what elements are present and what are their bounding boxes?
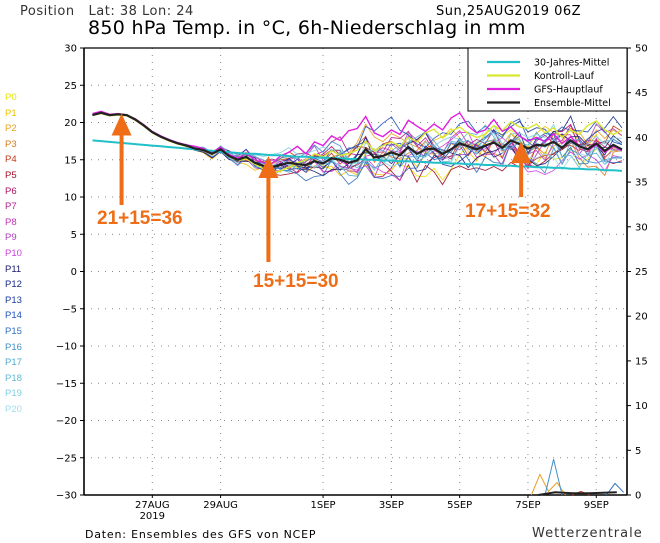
y-tick-label-right: 45 <box>635 88 648 99</box>
member-label-p10: P10 <box>5 248 22 259</box>
y-tick-label-left: −5 <box>62 304 77 315</box>
x-tick-label: 9SEP <box>584 500 609 511</box>
precip-line-ensemble-mittel <box>538 491 617 496</box>
member-label-p5: P5 <box>5 170 17 181</box>
member-label-p8: P8 <box>5 216 17 228</box>
run-date: Sun,25AUG2019 06Z <box>436 4 582 19</box>
member-label-p0: P0 <box>5 92 17 103</box>
x-tick-label: 7SEP <box>515 500 540 511</box>
member-label-p16: P16 <box>5 341 22 353</box>
precip-line-p15 <box>606 482 624 496</box>
member-label-p3: P3 <box>5 138 17 150</box>
legend-label: Ensemble-Mittel <box>534 98 611 109</box>
member-label-p20: P20 <box>5 404 22 415</box>
x-tick-sublabel: 2019 <box>140 511 165 522</box>
member-label-p2: P2 <box>5 123 17 135</box>
x-tick-label: 3SEP <box>379 500 404 511</box>
y-tick-label-right: 20 <box>635 312 648 323</box>
annotation-label: 17+15=32 <box>465 201 551 222</box>
y-tick-label-left: −15 <box>56 379 77 390</box>
y-tick-label-left: −25 <box>56 453 77 464</box>
member-label-p11: P11 <box>5 263 22 275</box>
annotation-label: 15+15=30 <box>253 271 339 292</box>
position-header: Position Lat: 38 Lon: 24 <box>20 4 194 19</box>
data-source: Daten: Ensembles des GFS von NCEP <box>85 528 317 541</box>
y-tick-label-right: 25 <box>635 267 648 278</box>
lat-lon: Lat: 38 Lon: 24 <box>88 4 194 19</box>
y-tick-label-left: 15 <box>64 155 77 166</box>
position-label: Position <box>20 4 75 19</box>
member-label-p9: P9 <box>5 232 17 244</box>
legend-label: Kontroll-Lauf <box>534 71 595 82</box>
y-tick-label-right: 10 <box>635 401 648 412</box>
y-tick-label-left: 10 <box>64 193 77 204</box>
member-label-p15: P15 <box>5 326 22 337</box>
chart-title: 850 hPa Temp. in °C, 6h-Niederschlag in … <box>88 17 526 39</box>
member-label-p12: P12 <box>5 279 22 291</box>
legend-box <box>467 47 628 112</box>
y-tick-label-right: 30 <box>635 222 648 233</box>
annotation-arrow-head <box>258 156 279 179</box>
x-tick-label: 29AUG <box>203 500 238 511</box>
x-tick-label: 5SEP <box>447 500 472 511</box>
annotation-arrow-head <box>111 113 132 136</box>
legend: 30-Jahres-Mittel Kontroll-Lauf GFS-Hauptla… <box>467 47 628 112</box>
member-label-p17: P17 <box>5 357 22 369</box>
y-tick-label-right: 0 <box>635 491 641 502</box>
legend-label: 30-Jahres-Mittel <box>534 58 609 69</box>
legend-label: GFS-Hauptlauf <box>534 85 603 96</box>
annotation-arrow-head <box>511 141 532 164</box>
annotation-label: 21+15=36 <box>97 208 183 229</box>
y-tick-label-left: −30 <box>56 491 77 502</box>
member-label-p1: P1 <box>5 107 17 119</box>
x-tick-label: 27AUG <box>135 500 170 511</box>
precip-line-p16 <box>544 459 563 496</box>
y-tick-label-right: 40 <box>635 133 648 144</box>
member-label-p14: P14 <box>5 310 22 322</box>
y-tick-label-left: 20 <box>64 118 77 129</box>
y-tick-label-left: 0 <box>71 267 77 278</box>
y-tick-label-left: −20 <box>56 416 77 427</box>
y-tick-label-right: 15 <box>635 356 648 367</box>
y-tick-label-left: −10 <box>56 342 77 353</box>
y-tick-label-right: 5 <box>635 446 641 457</box>
member-lines <box>92 111 623 186</box>
member-label-p18: P18 <box>5 372 22 384</box>
y-tick-label-left: 30 <box>64 44 77 55</box>
x-tick-label: 1SEP <box>311 500 336 511</box>
member-label-p6: P6 <box>5 185 17 197</box>
member-label-p19: P19 <box>5 388 22 400</box>
member-label-p13: P13 <box>5 294 22 306</box>
member-label-p4: P4 <box>5 154 17 166</box>
brand-label: Wetterzentrale <box>532 526 643 541</box>
y-tick-label-left: 5 <box>71 230 77 241</box>
y-tick-label-right: 35 <box>635 178 648 189</box>
y-tick-label-right: 50 <box>635 44 648 55</box>
member-label-p7: P7 <box>5 201 17 213</box>
series-ensemble-mittel <box>92 111 623 169</box>
y-tick-label-left: 25 <box>64 81 77 92</box>
